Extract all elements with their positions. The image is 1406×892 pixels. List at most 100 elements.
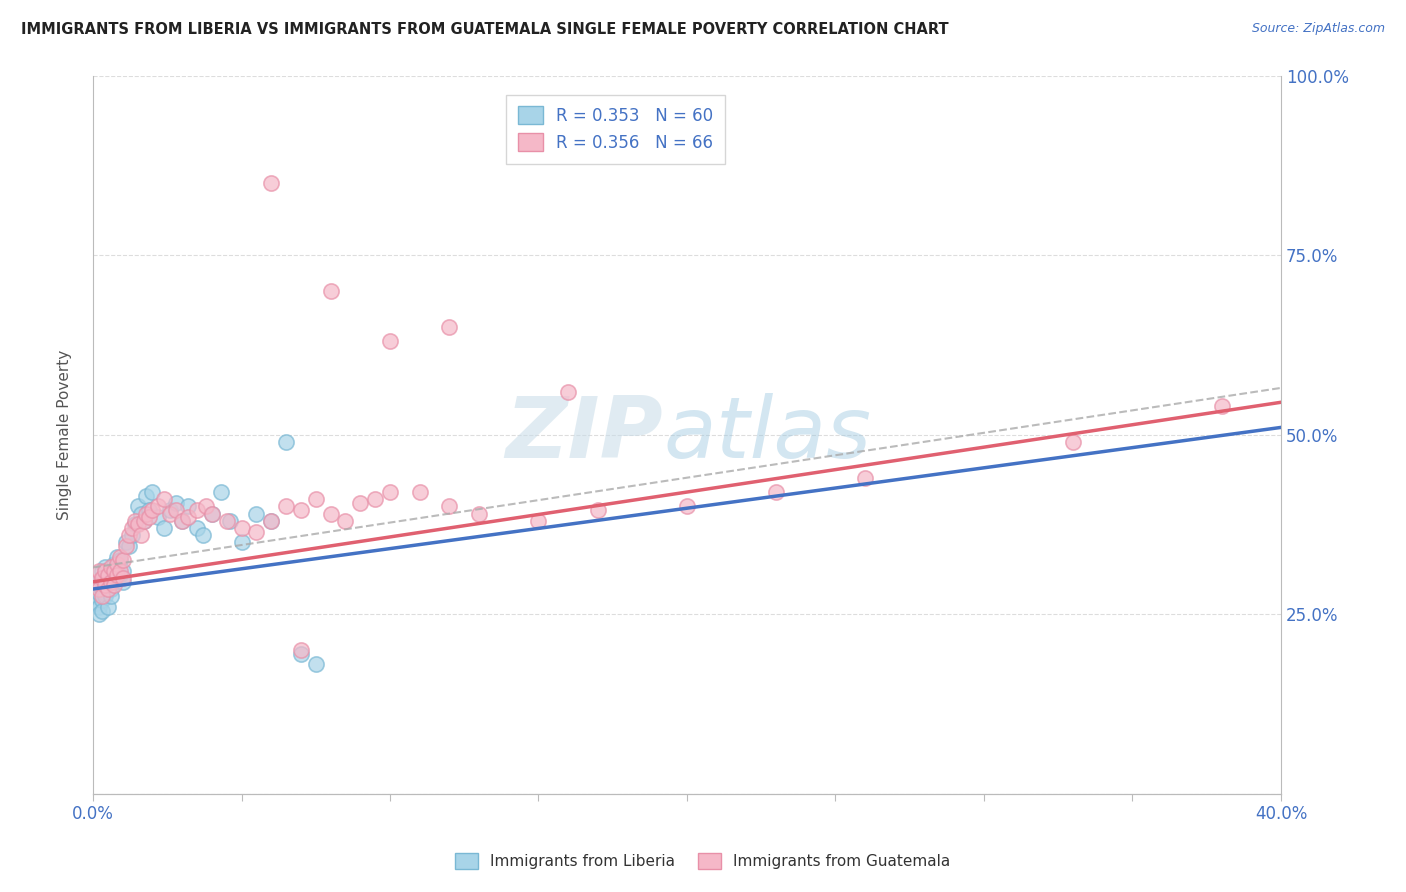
- Point: [105, 571, 128, 585]
- Point: [231, 535, 253, 549]
- Point: [853, 471, 876, 485]
- Point: [172, 514, 194, 528]
- Point: [765, 485, 787, 500]
- Point: [378, 485, 401, 500]
- Point: [153, 492, 176, 507]
- Point: [335, 514, 357, 528]
- Y-axis label: Single Female Poverty: Single Female Poverty: [58, 350, 72, 520]
- Point: [127, 517, 149, 532]
- Point: [105, 567, 128, 582]
- Point: [97, 571, 120, 585]
- Point: [94, 578, 117, 592]
- Point: [177, 500, 200, 514]
- Point: [172, 514, 194, 528]
- Point: [194, 500, 217, 514]
- Point: [290, 643, 312, 657]
- Point: [90, 603, 112, 617]
- Point: [260, 514, 283, 528]
- Point: [260, 176, 283, 190]
- Point: [1211, 399, 1233, 413]
- Point: [90, 592, 112, 607]
- Point: [439, 319, 461, 334]
- Point: [108, 549, 131, 564]
- Point: [159, 507, 181, 521]
- Point: [97, 567, 120, 582]
- Point: [84, 589, 107, 603]
- Point: [231, 521, 253, 535]
- Point: [260, 514, 283, 528]
- Point: [87, 607, 110, 621]
- Point: [124, 514, 146, 528]
- Point: [121, 521, 143, 535]
- Point: [364, 492, 387, 507]
- Point: [105, 557, 128, 571]
- Point: [108, 567, 131, 582]
- Point: [148, 510, 170, 524]
- Point: [90, 564, 112, 578]
- Point: [349, 496, 371, 510]
- Point: [108, 564, 131, 578]
- Point: [97, 574, 120, 589]
- Point: [191, 528, 214, 542]
- Point: [141, 503, 163, 517]
- Point: [209, 485, 232, 500]
- Point: [111, 564, 134, 578]
- Point: [132, 514, 155, 528]
- Point: [153, 521, 176, 535]
- Text: ZIP: ZIP: [506, 393, 664, 476]
- Point: [94, 578, 117, 592]
- Point: [1062, 434, 1084, 449]
- Point: [305, 492, 328, 507]
- Point: [132, 514, 155, 528]
- Point: [94, 585, 117, 599]
- Point: [165, 503, 187, 517]
- Point: [439, 500, 461, 514]
- Point: [290, 647, 312, 661]
- Point: [215, 514, 238, 528]
- Point: [97, 582, 120, 596]
- Point: [103, 574, 125, 589]
- Point: [118, 528, 141, 542]
- Point: [111, 553, 134, 567]
- Text: IMMIGRANTS FROM LIBERIA VS IMMIGRANTS FROM GUATEMALA SINGLE FEMALE POVERTY CORRE: IMMIGRANTS FROM LIBERIA VS IMMIGRANTS FR…: [21, 22, 949, 37]
- Point: [165, 496, 187, 510]
- Point: [90, 582, 112, 596]
- Point: [676, 500, 699, 514]
- Point: [87, 574, 110, 589]
- Point: [218, 514, 240, 528]
- Point: [100, 574, 122, 589]
- Point: [84, 582, 107, 596]
- Point: [319, 507, 342, 521]
- Point: [103, 578, 125, 592]
- Point: [97, 582, 120, 596]
- Point: [84, 574, 107, 589]
- Point: [90, 571, 112, 585]
- Legend: Immigrants from Liberia, Immigrants from Guatemala: Immigrants from Liberia, Immigrants from…: [449, 847, 957, 875]
- Point: [87, 599, 110, 614]
- Text: Source: ZipAtlas.com: Source: ZipAtlas.com: [1251, 22, 1385, 36]
- Point: [90, 571, 112, 585]
- Point: [305, 657, 328, 672]
- Point: [186, 521, 208, 535]
- Point: [201, 507, 224, 521]
- Point: [527, 514, 550, 528]
- Point: [557, 384, 579, 399]
- Point: [121, 528, 143, 542]
- Point: [84, 596, 107, 610]
- Point: [100, 582, 122, 596]
- Point: [409, 485, 432, 500]
- Point: [111, 574, 134, 589]
- Point: [127, 500, 149, 514]
- Point: [87, 585, 110, 599]
- Point: [100, 560, 122, 574]
- Point: [159, 503, 181, 517]
- Point: [129, 528, 152, 542]
- Point: [274, 500, 297, 514]
- Point: [94, 589, 117, 603]
- Point: [108, 553, 131, 567]
- Point: [87, 564, 110, 578]
- Point: [111, 571, 134, 585]
- Point: [290, 503, 312, 517]
- Point: [135, 507, 157, 521]
- Point: [319, 284, 342, 298]
